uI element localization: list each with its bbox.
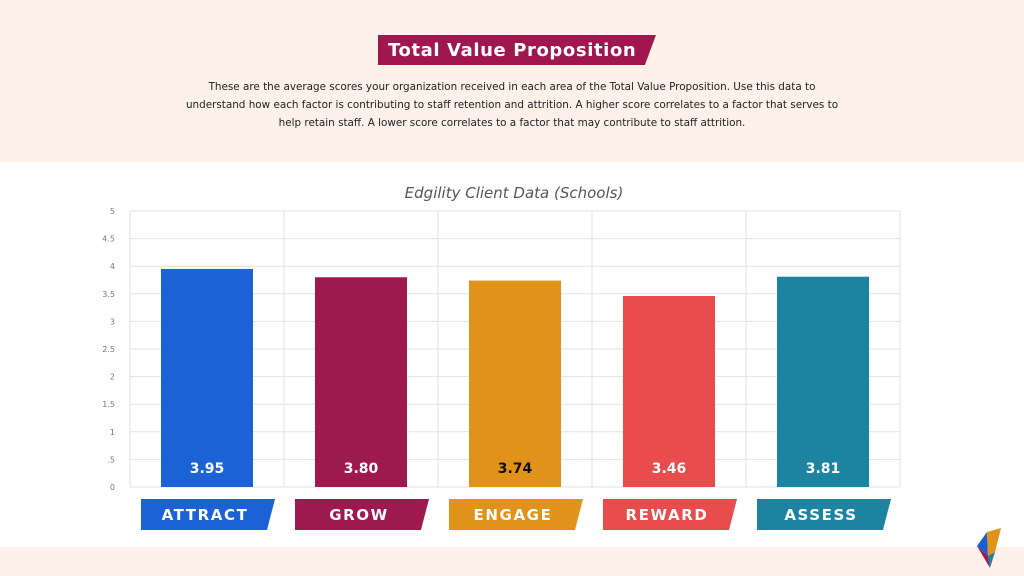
category-label-grow: GROW (295, 499, 429, 530)
category-label-reward: REWARD (603, 499, 737, 530)
y-tick-label: 1.5 (102, 400, 115, 409)
page-title: Total Value Proposition (388, 39, 637, 61)
y-axis-ticks: 0 .5 1 1.5 2 2.5 3 3.5 4 4.5 5 (102, 207, 115, 492)
description-text: These are the average scores your organi… (185, 81, 839, 129)
bar-chart: Edgility Client Data (Schools) 0 .5 1 1.5 2 2… (102, 184, 901, 492)
bar-attract (161, 268, 253, 487)
y-tick-label: 0 (110, 483, 115, 492)
y-tick-label: 3 (110, 317, 115, 326)
bar-reward (623, 296, 715, 487)
edgility-logo-icon (977, 528, 1001, 568)
y-tick-label: .5 (107, 455, 115, 464)
category-label-attract: ATTRACT (141, 499, 275, 530)
y-tick-label: 5 (110, 207, 115, 216)
bar-grow (315, 277, 407, 487)
footer-band (0, 547, 1024, 576)
bar-engage (469, 280, 561, 487)
bars (161, 268, 869, 487)
chart-title: Edgility Client Data (Schools) (405, 184, 624, 202)
bar-value-label: 3.81 (806, 461, 841, 477)
bar-value-label: 3.74 (498, 461, 533, 477)
bar-value-label: 3.95 (190, 461, 225, 477)
y-tick-label: 2.5 (102, 345, 115, 354)
y-tick-label: 3.5 (102, 290, 115, 299)
title-banner: Total Value Proposition (378, 35, 656, 65)
bar-assess (777, 276, 869, 487)
bar-value-label: 3.80 (344, 461, 379, 477)
y-tick-label: 4.5 (102, 235, 115, 244)
bar-value-label: 3.46 (652, 461, 687, 477)
bar-value-labels: 3.95 3.80 3.74 3.46 3.81 (190, 461, 841, 477)
y-tick-label: 2 (110, 373, 115, 382)
y-tick-label: 4 (110, 262, 115, 271)
category-label-engage: ENGAGE (449, 499, 583, 530)
category-label-assess: ASSESS (757, 499, 891, 530)
header-band (0, 0, 1024, 162)
y-tick-label: 1 (110, 428, 115, 437)
